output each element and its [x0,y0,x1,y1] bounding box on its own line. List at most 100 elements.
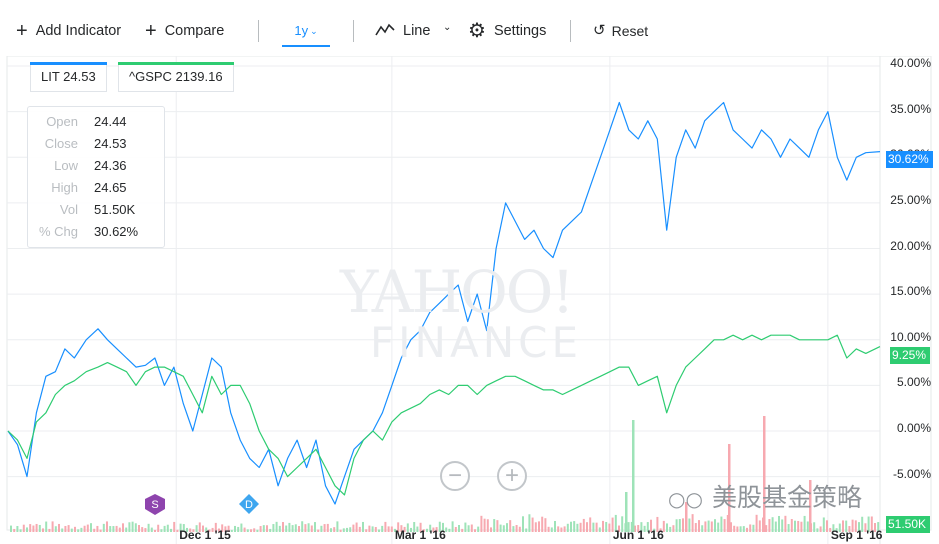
volume-bar [19,529,22,532]
reset-button[interactable]: ↺ Reset [593,18,648,44]
volume-bar [669,526,672,532]
volume-bar [208,529,211,532]
volume-bar [419,522,422,532]
volume-bar [874,523,876,532]
volume-bar [822,517,825,532]
volume-bar [352,524,355,532]
volume-bar [643,525,646,532]
volume-bar [51,521,54,532]
volume-bar [122,523,124,532]
volume-bar [790,519,793,532]
volume-bar [826,520,828,532]
volume-bar [128,522,131,532]
volume-bar [499,524,502,532]
volume-bar [717,522,720,532]
zoom-in-button[interactable]: + [497,461,527,491]
line-chart-icon [375,21,395,41]
volume-bar [349,527,352,532]
volume-last-value-flag: 51.50K [886,516,931,533]
volume-bar [333,527,336,532]
volume-bar [509,520,512,532]
volume-bar [294,524,297,532]
volume-bar [691,514,694,532]
volume-bar [506,523,508,532]
volume-bar [96,525,99,532]
chevron-down-icon[interactable]: ⌄ [443,22,452,33]
volume-bar [858,522,860,532]
legend-chip-lit[interactable]: LIT 24.53 [30,62,107,92]
volume-bar [192,529,195,532]
volume-bar [224,526,227,532]
volume-bar [458,524,460,532]
volume-bar [662,520,665,532]
compare-button[interactable]: + Compare [145,18,224,44]
volume-bar [867,516,870,532]
legend-chip-gspc[interactable]: ^GSPC 2139.16 [118,62,234,92]
overlay-caption: ○○ 美股基金策略 [668,478,862,514]
volume-bar [842,520,844,532]
volume-bar [394,528,396,532]
add-indicator-button[interactable]: + Add Indicator [16,18,121,44]
range-selector[interactable]: 1y ⌄ [282,18,330,47]
volume-bar [614,514,617,532]
volume-bar [598,527,601,532]
volume-bar [461,528,464,532]
volume-bar [765,525,768,532]
chart-grid [6,56,932,544]
volume-bar [304,524,307,532]
volume-bar [832,524,835,532]
volume-bar [310,525,313,532]
volume-bar [154,529,156,532]
volume-bar [320,525,323,532]
volume-bar [330,528,332,532]
split-event-marker[interactable]: S [144,493,166,522]
x-tick-label: Sep 1 '16 [830,528,883,542]
volume-bar [838,523,841,532]
y-tick-label: 35.00% [890,101,931,116]
chart-type-button[interactable]: Line [375,18,430,44]
volume-bar [634,525,636,532]
volume-bar [813,522,816,532]
volume-bar [531,517,534,532]
volume-bar [138,525,140,532]
lit-last-value-flag: 30.62% [886,151,933,168]
volume-bar [240,523,243,532]
volume-bar [582,518,585,532]
volume-bar [214,522,217,532]
low-label: Low [54,158,78,173]
volume-bar [93,528,96,532]
volume-bar [291,525,294,532]
volume-bar [314,522,316,532]
volume-bar [29,524,32,532]
volume-bar [656,516,659,532]
volume-bar [688,518,691,532]
x-tick-label: Jun 1 '16 [612,528,664,542]
volume-bar [74,526,76,532]
volume-bar [358,526,361,532]
volume-bar [512,526,515,532]
volume-bar [851,519,854,532]
volume-bar [288,522,291,532]
volume-bar [307,523,310,532]
volume-bar [32,525,35,532]
volume-bar [243,527,246,532]
volume-bar [384,521,387,532]
volume-bar [522,516,524,532]
volume-bar [64,525,67,532]
price-chart[interactable] [0,56,939,544]
volume-bar [448,528,451,532]
volume-bar [637,525,640,532]
volume-bar [454,526,457,532]
volume-bar [157,524,160,532]
volume-bar [490,527,492,532]
dividend-event-marker[interactable]: D [238,493,260,522]
y-tick-label: 10.00% [890,329,931,344]
volume-bar [403,526,406,532]
volume-bar [870,516,873,532]
settings-button[interactable]: ⚙ Settings [468,18,546,44]
zoom-out-button[interactable]: − [440,461,470,491]
volume-bar [144,528,147,532]
volume-bar [819,526,822,532]
volume-bar [803,515,806,532]
volume-bar [413,522,416,532]
